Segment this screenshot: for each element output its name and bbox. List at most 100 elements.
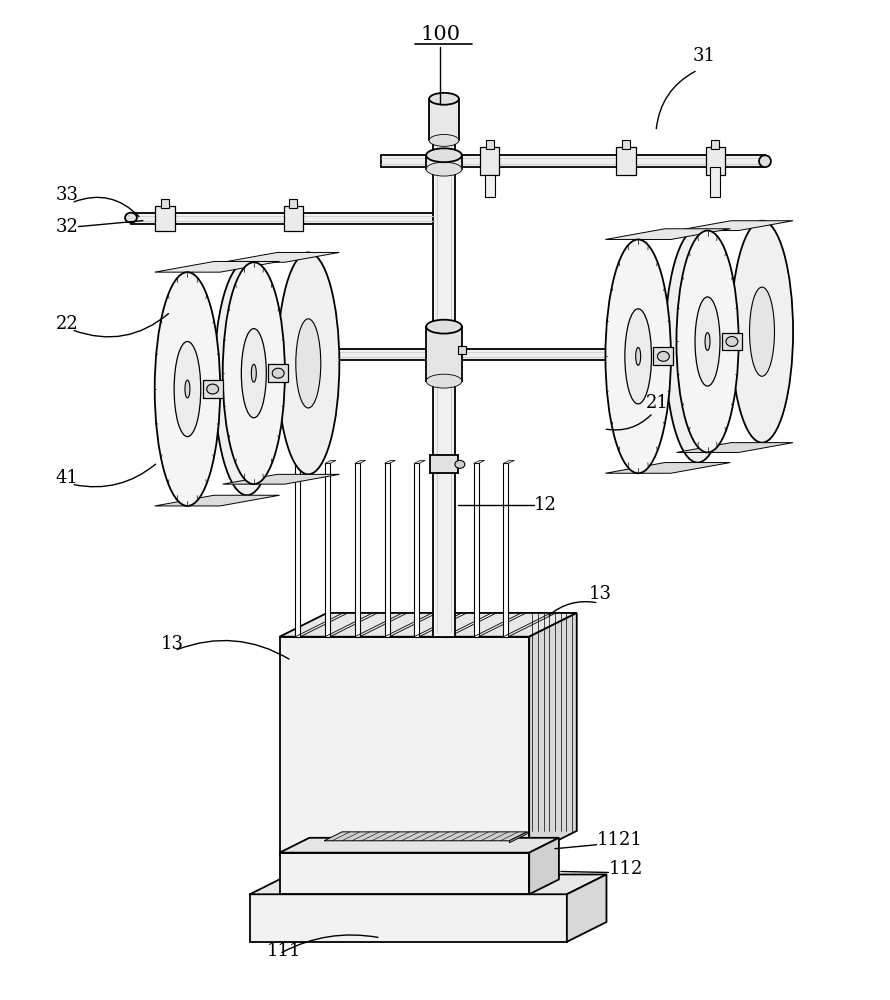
Ellipse shape (726, 337, 738, 346)
Bar (131, 213, 435, 224)
Polygon shape (279, 838, 559, 853)
Bar (617, 147, 636, 175)
Bar (250, 894, 567, 942)
Bar (279, 853, 530, 894)
Ellipse shape (251, 364, 256, 382)
Polygon shape (444, 460, 455, 463)
Polygon shape (567, 874, 606, 942)
Bar (457, 349, 685, 360)
Polygon shape (509, 832, 527, 843)
Polygon shape (355, 460, 366, 463)
Ellipse shape (233, 331, 260, 426)
Ellipse shape (759, 155, 771, 167)
Ellipse shape (695, 297, 720, 386)
Text: 112: 112 (609, 860, 643, 878)
Ellipse shape (676, 231, 739, 452)
Polygon shape (222, 474, 339, 484)
Bar (426, 155, 462, 169)
Bar (485, 175, 495, 197)
Bar (457, 346, 465, 354)
Bar (414, 463, 419, 637)
Ellipse shape (277, 252, 339, 474)
Text: 21: 21 (646, 394, 669, 412)
Polygon shape (325, 460, 336, 463)
Ellipse shape (426, 162, 462, 176)
Text: 13: 13 (161, 635, 183, 653)
Polygon shape (605, 463, 731, 473)
Ellipse shape (174, 341, 201, 437)
Ellipse shape (222, 262, 285, 484)
Polygon shape (530, 838, 559, 894)
Bar (622, 140, 630, 149)
Text: 1121: 1121 (596, 831, 643, 849)
Ellipse shape (684, 298, 711, 393)
Text: 31: 31 (692, 47, 716, 65)
Bar (289, 199, 297, 208)
Bar (203, 380, 222, 398)
Text: 111: 111 (267, 942, 301, 960)
Polygon shape (324, 832, 527, 841)
Ellipse shape (295, 319, 320, 408)
Ellipse shape (206, 384, 219, 394)
Bar (266, 336, 273, 344)
Bar (486, 140, 494, 149)
Bar (653, 347, 673, 365)
Polygon shape (605, 229, 731, 239)
Bar (200, 349, 435, 360)
Polygon shape (384, 460, 395, 463)
Ellipse shape (681, 349, 691, 359)
Bar (268, 364, 288, 382)
Bar (706, 147, 725, 175)
Bar (711, 140, 719, 149)
Polygon shape (504, 460, 514, 463)
Bar (617, 336, 624, 344)
Bar (381, 155, 765, 167)
Ellipse shape (665, 229, 731, 463)
Text: 13: 13 (588, 585, 611, 603)
Ellipse shape (605, 239, 671, 473)
Bar (260, 342, 279, 367)
Polygon shape (155, 261, 279, 272)
Bar (355, 463, 360, 637)
Bar (710, 167, 720, 197)
Bar (480, 147, 499, 175)
Ellipse shape (426, 148, 462, 162)
Text: 22: 22 (56, 315, 78, 333)
Ellipse shape (635, 347, 641, 365)
Polygon shape (279, 613, 577, 637)
Polygon shape (473, 460, 485, 463)
Ellipse shape (749, 287, 774, 376)
Polygon shape (250, 874, 606, 894)
Polygon shape (222, 252, 339, 262)
Text: 32: 32 (56, 218, 78, 236)
Bar (473, 463, 479, 637)
Ellipse shape (426, 320, 462, 334)
Polygon shape (530, 613, 577, 855)
Ellipse shape (185, 380, 190, 398)
Bar (444, 463, 449, 637)
Bar (426, 327, 462, 381)
Bar (279, 637, 530, 855)
Bar (284, 206, 303, 231)
Polygon shape (155, 495, 279, 506)
Ellipse shape (272, 368, 284, 378)
Bar (155, 206, 174, 231)
Text: 33: 33 (56, 186, 78, 204)
Bar (611, 342, 630, 367)
Text: 12: 12 (534, 496, 557, 514)
Polygon shape (676, 443, 793, 452)
Polygon shape (414, 460, 425, 463)
Bar (504, 463, 508, 637)
Ellipse shape (155, 272, 220, 506)
Ellipse shape (125, 213, 137, 223)
Bar (384, 463, 390, 637)
Ellipse shape (241, 329, 266, 418)
Bar (161, 199, 168, 208)
Ellipse shape (658, 351, 669, 361)
Ellipse shape (426, 374, 462, 388)
Bar (429, 99, 459, 140)
Text: 41: 41 (56, 469, 78, 487)
Ellipse shape (625, 309, 651, 404)
Ellipse shape (731, 221, 793, 443)
Ellipse shape (214, 261, 279, 495)
